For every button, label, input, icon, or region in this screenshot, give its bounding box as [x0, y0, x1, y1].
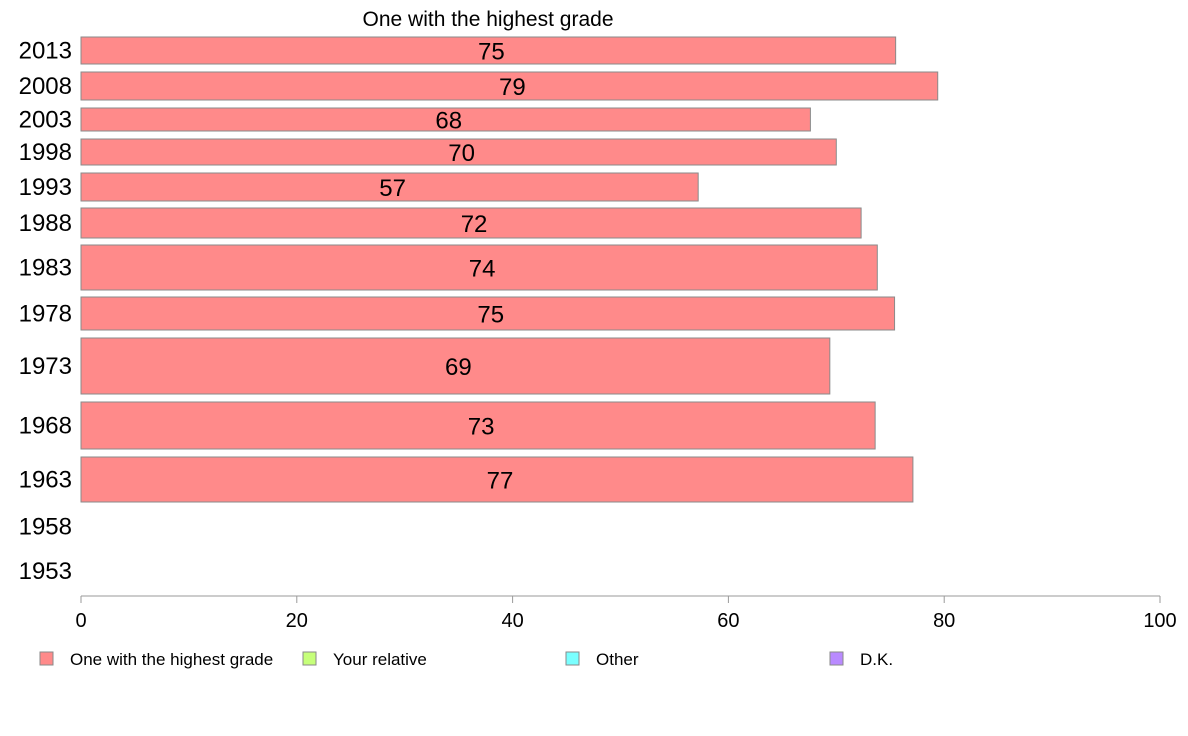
bar-1973 — [80, 337, 831, 395]
bar-label-2008: 79 — [499, 74, 526, 101]
legend-swatch-4 — [829, 651, 844, 666]
legend-label-3: Other — [596, 650, 639, 669]
legend-label-2: Your relative — [333, 650, 427, 669]
category-label-1993: 1993 — [19, 174, 72, 201]
bar-label-1963: 77 — [487, 468, 514, 495]
category-label-1953: 1953 — [19, 558, 72, 585]
bar-label-1978: 75 — [477, 302, 504, 329]
category-labels: 2013 2008 2003 1998 1993 1988 1983 1978 1973 1968… — [19, 38, 72, 586]
bar-label-1973: 69 — [445, 354, 472, 381]
bar-1993 — [80, 172, 699, 202]
x-tick-label-100: 100 — [1143, 610, 1176, 632]
bar-label-1988: 72 — [461, 211, 488, 238]
bar-1983 — [80, 244, 878, 291]
category-label-2003: 2003 — [19, 107, 72, 134]
x-tick-label-80: 80 — [933, 610, 955, 632]
bar-1978 — [80, 296, 896, 331]
legend-swatch-1 — [39, 651, 54, 666]
category-label-1988: 1988 — [19, 210, 72, 237]
x-tick-label-0: 0 — [75, 610, 86, 632]
category-label-1998: 1998 — [19, 139, 72, 166]
bar-1998 — [80, 138, 837, 166]
bar-2013 — [80, 36, 897, 65]
legend: One with the highest grade Your relative O… — [39, 650, 893, 669]
chart-title: One with the highest grade — [363, 8, 614, 31]
category-label-2013: 2013 — [19, 38, 72, 65]
legend-label-4: D.K. — [860, 650, 893, 669]
legend-label-1: One with the highest grade — [70, 650, 273, 669]
category-label-1973: 1973 — [19, 353, 72, 380]
x-tick-label-40: 40 — [501, 610, 523, 632]
bar-label-2013: 75 — [478, 39, 505, 66]
x-tick-label-60: 60 — [717, 610, 739, 632]
category-label-1978: 1978 — [19, 301, 72, 328]
bar-1988 — [80, 207, 862, 239]
legend-swatch-3 — [565, 651, 580, 666]
category-label-2008: 2008 — [19, 73, 72, 100]
x-axis: 0 20 40 60 80 100 — [75, 595, 1177, 632]
category-label-1963: 1963 — [19, 467, 72, 494]
bar-2008 — [80, 71, 939, 101]
bar-label-1983: 74 — [469, 256, 496, 283]
category-label-1983: 1983 — [19, 255, 72, 282]
bar-2003 — [80, 107, 811, 132]
category-label-1958: 1958 — [19, 514, 72, 541]
bar-label-1968: 73 — [468, 414, 495, 441]
bar-1968 — [80, 401, 876, 450]
x-tick-label-20: 20 — [286, 610, 308, 632]
bar-label-2003: 68 — [435, 108, 462, 135]
category-label-1968: 1968 — [19, 413, 72, 440]
bar-label-1998: 70 — [448, 140, 475, 167]
legend-swatch-2 — [302, 651, 317, 666]
bar-1963 — [80, 456, 914, 503]
bar-label-1993: 57 — [379, 175, 406, 202]
